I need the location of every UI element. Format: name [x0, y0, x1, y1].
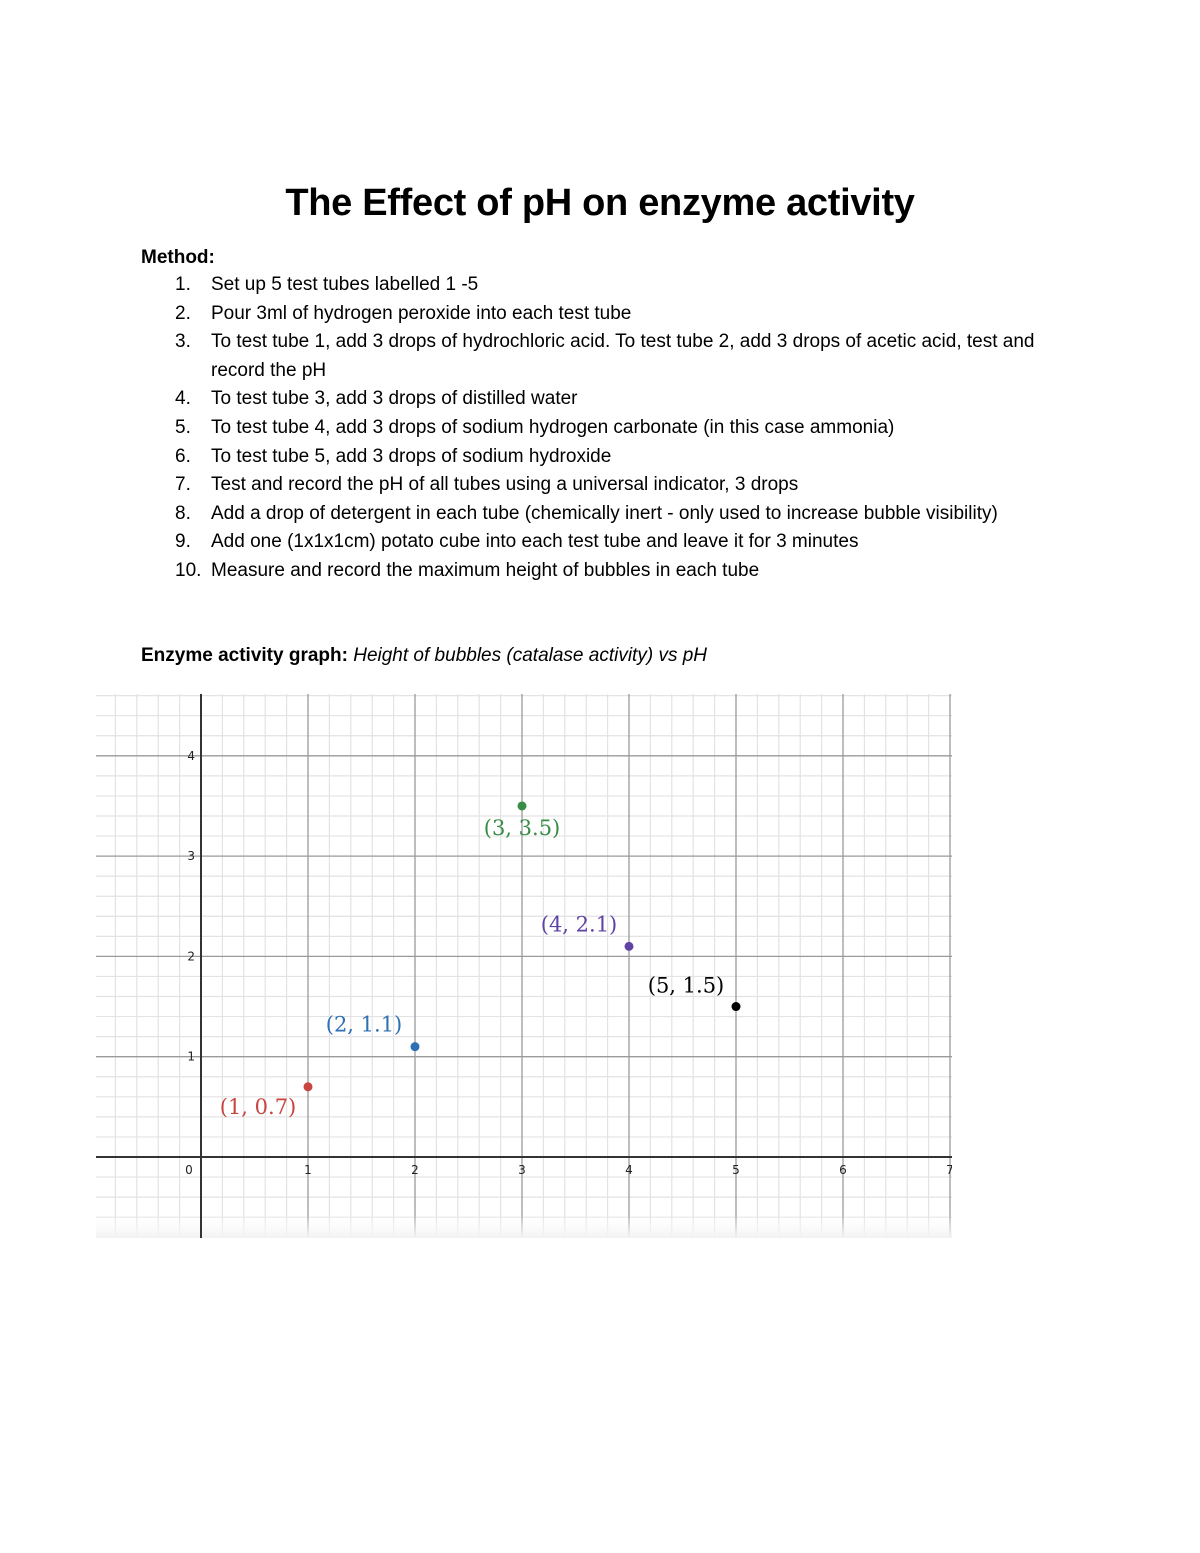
list-item: 1. Set up 5 test tubes labelled 1 -5 — [141, 271, 1041, 300]
x-tick-label: 0 — [185, 1163, 193, 1177]
step-number: 3. — [175, 331, 191, 353]
data-points: (1, 0.7) (2, 1.1) (3, 3.5) (4, 2.1) (5, 1.5) — [220, 801, 741, 1119]
step-text: Measure and record the maximum height of… — [211, 559, 760, 581]
list-item: 7. Test and record the pH of all tubes us… — [141, 471, 1041, 500]
step-number: 4. — [175, 388, 191, 410]
x-tick-label: 5 — [732, 1163, 740, 1177]
data-point — [410, 1042, 420, 1052]
list-item: 2. Pour 3ml of hydrogen peroxide into eac… — [141, 300, 1041, 329]
data-point-label: (1, 0.7) — [220, 1095, 297, 1119]
step-text: Set up 5 test tubes labelled 1 -5 — [211, 274, 479, 295]
step-number: 10. — [175, 559, 202, 581]
data-point — [731, 1002, 741, 1012]
x-tick-label: 2 — [411, 1163, 419, 1177]
list-item: 5. To test tube 4, add 3 drops of sodium … — [141, 414, 1041, 443]
data-point — [303, 1082, 313, 1092]
list-item: 9. Add one (1x1x1cm) potato cube into eac… — [141, 528, 1041, 557]
graph-heading: Enzyme activity graph: Height of bubbles… — [141, 645, 707, 667]
x-tick-label: 6 — [839, 1163, 847, 1177]
step-number: 8. — [175, 502, 191, 524]
data-point-label: (2, 1.1) — [326, 1013, 403, 1037]
graph-heading-caption: Height of bubbles (catalase activity) vs… — [353, 645, 708, 666]
step-text: To test tube 3, add 3 drops of distilled… — [211, 388, 578, 410]
list-item: 3. To test tube 1, add 3 drops of hydroch… — [141, 328, 1041, 385]
graph-heading-label: Enzyme activity graph: — [141, 645, 348, 666]
list-item: 8. Add a drop of detergent in each tube (… — [141, 500, 1041, 529]
bottom-fade — [96, 1214, 952, 1238]
list-item: 4. To test tube 3, add 3 drops of distill… — [141, 385, 1041, 414]
method-heading: Method: — [141, 247, 215, 268]
scatter-chart: 0 1 2 3 4 5 6 7 1 2 3 4 (1, 0.7) (2, 1.1) (3, 3.5) (4,… — [96, 694, 952, 1238]
data-point — [517, 801, 527, 811]
data-point — [624, 941, 634, 951]
tick-labels: 0 1 2 3 4 5 6 7 1 2 3 4 — [185, 749, 952, 1177]
step-text: Add a drop of detergent in each tube (ch… — [211, 502, 998, 524]
minor-gridlines — [96, 694, 952, 1238]
step-number: 1. — [175, 274, 191, 295]
step-number: 7. — [175, 474, 191, 496]
y-tick-label: 4 — [187, 749, 195, 763]
data-point-label: (5, 1.5) — [648, 974, 725, 998]
x-tick-label: 1 — [304, 1163, 312, 1177]
step-number: 2. — [175, 302, 191, 324]
data-point-label: (4, 2.1) — [541, 912, 618, 936]
step-number: 5. — [175, 416, 191, 438]
y-tick-label: 3 — [187, 849, 195, 863]
axes — [96, 694, 952, 1238]
data-point-label: (3, 3.5) — [484, 816, 561, 840]
y-tick-label: 2 — [187, 949, 195, 963]
step-text: To test tube 5, add 3 drops of sodium hy… — [211, 445, 612, 467]
chart-canvas: 0 1 2 3 4 5 6 7 1 2 3 4 (1, 0.7) (2, 1.1) (3, 3.5) (4,… — [96, 694, 952, 1238]
step-number: 6. — [175, 445, 191, 467]
step-number: 9. — [175, 531, 191, 553]
list-item: 10. Measure and record the maximum height… — [141, 557, 1041, 586]
step-text: Pour 3ml of hydrogen peroxide into each … — [211, 302, 632, 324]
x-tick-label: 4 — [625, 1163, 633, 1177]
major-gridlines — [96, 694, 952, 1238]
page-title: The Effect of pH on enzyme activity — [285, 182, 915, 224]
x-tick-label: 7 — [946, 1163, 952, 1177]
x-tick-label: 3 — [518, 1163, 526, 1177]
list-item: 6. To test tube 5, add 3 drops of sodium … — [141, 443, 1041, 472]
step-text: Add one (1x1x1cm) potato cube into each … — [211, 531, 859, 553]
step-text: Test and record the pH of all tubes usin… — [211, 474, 799, 496]
y-tick-label: 1 — [187, 1050, 195, 1064]
step-text: To test tube 4, add 3 drops of sodium hy… — [211, 416, 895, 438]
method-steps: 1. Set up 5 test tubes labelled 1 -5 2. Po… — [141, 271, 1041, 586]
step-text: To test tube 1, add 3 drops of hydrochlo… — [211, 331, 1035, 381]
